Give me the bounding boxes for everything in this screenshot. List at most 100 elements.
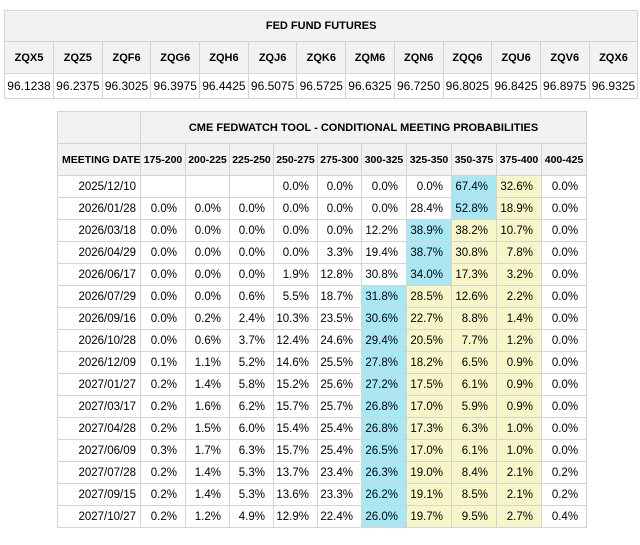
probability-cell: 10.3% (273, 307, 318, 330)
meeting-row: 2027/09/15 0.2% 1.4% 5.3% 13.6% 23.3% 26.2% 19.… (57, 483, 588, 506)
meeting-row: 2026/10/28 0.0% 0.6% 3.7% 12.4% 24.6% 29.4% 20.… (57, 329, 588, 352)
probability-cell: 0.0% (540, 263, 588, 286)
meeting-date-cell: 2026/12/09 (57, 351, 141, 374)
probability-cell: 25.4% (317, 439, 362, 462)
probability-cell: 1.0% (496, 417, 542, 440)
meeting-row: 2026/06/17 0.0% 0.0% 0.0% 1.9% 12.8% 30.8% 34.0… (57, 263, 588, 286)
probability-cell: 17.5% (406, 373, 452, 396)
probability-cell: 0.0% (273, 241, 318, 264)
probability-cell: 9.5% (451, 505, 497, 528)
probability-cell: 3.3% (317, 241, 362, 264)
probability-cell: 2.1% (496, 461, 542, 484)
meeting-date-header: MEETING DATE (57, 143, 141, 176)
futures-contract-header: ZQZ5 (53, 41, 103, 74)
probability-cell: 0.0% (540, 439, 588, 462)
futures-contract-header: ZQU6 (491, 41, 541, 74)
futures-price-cell: 96.3025 (101, 73, 152, 99)
probability-cell: 6.1% (451, 439, 497, 462)
probability-cell: 0.2% (140, 461, 186, 484)
probability-cell: 0.0% (540, 241, 588, 264)
futures-title: FED FUND FUTURES (3, 10, 639, 42)
meeting-row: 2026/07/29 0.0% 0.0% 0.6% 5.5% 18.7% 31.8% 28.5… (57, 285, 588, 308)
probability-cell: 0.0% (185, 285, 230, 308)
probability-cell: 0.6% (185, 329, 230, 352)
futures-contract-header: ZQQ6 (442, 41, 493, 74)
probability-cell: 38.9% (406, 219, 452, 242)
probability-cell: 28.4% (406, 197, 452, 220)
meeting-row: 2027/07/28 0.2% 1.4% 5.3% 13.7% 23.4% 26.3% 19.… (57, 461, 588, 484)
rate-range-header: 200-225 (185, 143, 230, 176)
probability-cell: 5.9% (451, 395, 497, 418)
probability-cell: 6.0% (229, 417, 274, 440)
futures-price-cell: 96.4425 (199, 73, 249, 99)
futures-title-row: FED FUND FUTURES (3, 10, 639, 42)
probability-cell: 12.8% (317, 263, 362, 286)
probability-cell: 6.5% (451, 351, 497, 374)
probability-cell: 1.4% (185, 461, 230, 484)
probability-cell: 3.7% (229, 329, 274, 352)
probability-cell: 5.5% (273, 285, 318, 308)
probability-cell: 0.0% (140, 263, 186, 286)
fedwatch-header-row: MEETING DATE 175-200 200-225 225-250 250-27… (57, 143, 588, 176)
probability-cell: 0.0% (185, 197, 230, 220)
probability-cell: 0.0% (140, 285, 186, 308)
fedwatch-probabilities-table: CME FEDWATCH TOOL - CONDITIONAL MEETING … (57, 111, 588, 528)
probability-cell: 30.8% (361, 263, 407, 286)
probability-cell: 5.3% (229, 461, 274, 484)
probability-cell: 17.0% (406, 439, 452, 462)
meeting-date-cell: 2026/06/17 (57, 263, 141, 286)
probability-cell: 0.0% (540, 329, 588, 352)
futures-contract-header: ZQJ6 (247, 41, 298, 74)
meeting-row: 2026/04/29 0.0% 0.0% 0.0% 0.0% 3.3% 19.4% 38.7%… (57, 241, 588, 264)
probability-cell: 25.5% (317, 351, 362, 374)
probability-cell (140, 175, 186, 198)
probability-cell: 0.0% (540, 417, 588, 440)
probability-cell: 28.5% (406, 285, 452, 308)
probability-cell: 26.8% (361, 417, 407, 440)
probability-cell: 3.2% (496, 263, 542, 286)
probability-cell: 15.7% (273, 395, 318, 418)
rate-range-header: 175-200 (140, 143, 186, 176)
fed-fund-futures-table: FED FUND FUTURES ZQX5 ZQZ5 ZQF6 ZQG6 ZQH6 ZQJ… (3, 10, 639, 99)
probability-cell: 30.6% (361, 307, 407, 330)
probability-cell: 1.5% (185, 417, 230, 440)
probability-cell: 23.4% (317, 461, 362, 484)
meeting-date-cell: 2027/09/15 (57, 483, 141, 506)
probability-cell: 17.3% (406, 417, 452, 440)
probability-cell: 5.3% (229, 483, 274, 506)
probability-cell: 0.9% (496, 351, 542, 374)
futures-price-cell: 96.8975 (539, 73, 590, 99)
probability-cell: 38.2% (451, 219, 497, 242)
probability-cell: 6.3% (229, 439, 274, 462)
futures-contract-header: ZQX5 (4, 41, 54, 74)
probability-cell: 30.8% (451, 241, 497, 264)
probability-cell: 27.8% (361, 351, 407, 374)
probability-cell: 0.0% (140, 219, 186, 242)
probability-cell: 4.9% (229, 505, 274, 528)
probability-cell: 26.5% (361, 439, 407, 462)
meeting-row: 2026/12/09 0.1% 1.1% 5.2% 14.6% 25.5% 27.8% 18.… (57, 351, 588, 374)
probability-cell: 12.6% (451, 285, 497, 308)
probability-cell: 0.0% (540, 219, 588, 242)
futures-price-cell: 96.6325 (345, 73, 395, 99)
meeting-date-cell: 2027/06/09 (57, 439, 141, 462)
probability-cell: 26.3% (361, 461, 407, 484)
meeting-row: 2027/01/27 0.2% 1.4% 5.8% 15.2% 25.6% 27.2% 17.… (57, 373, 588, 396)
futures-price-cell: 96.8425 (491, 73, 541, 99)
probability-cell: 0.0% (273, 175, 318, 198)
probability-cell: 20.5% (406, 329, 452, 352)
rate-range-header: 275-300 (317, 143, 362, 176)
probability-cell: 25.6% (317, 373, 362, 396)
probability-cell: 67.4% (451, 175, 497, 198)
probability-cell (229, 175, 274, 198)
probability-cell: 2.7% (496, 505, 542, 528)
probability-cell: 0.0% (540, 395, 588, 418)
futures-contract-header: ZQN6 (393, 41, 444, 74)
probability-cell: 22.7% (406, 307, 452, 330)
meeting-date-cell: 2026/10/28 (57, 329, 141, 352)
probability-cell: 0.0% (540, 373, 588, 396)
probability-cell: 15.4% (273, 417, 318, 440)
probability-cell: 6.1% (451, 373, 497, 396)
probability-cell: 0.0% (540, 285, 588, 308)
probability-cell: 0.0% (317, 197, 362, 220)
